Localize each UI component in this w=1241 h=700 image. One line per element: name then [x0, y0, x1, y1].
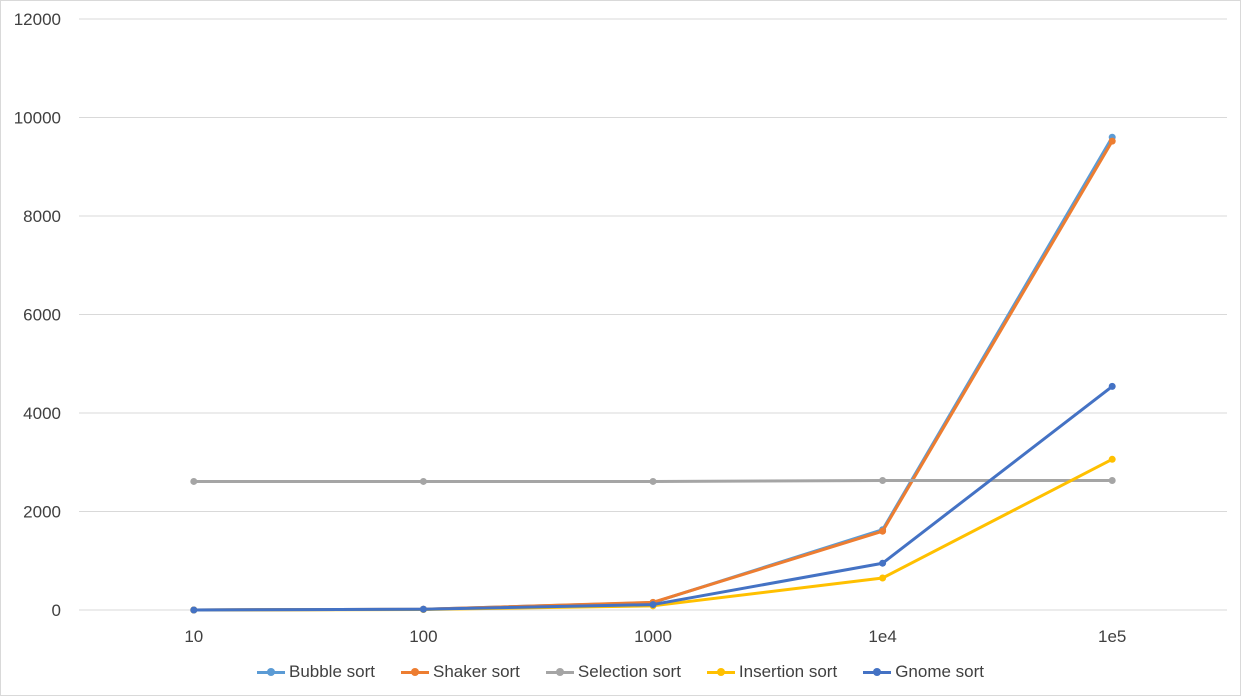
series-line — [192, 384, 1114, 612]
legend-label: Selection sort — [577, 662, 681, 681]
legend-label: Shaker sort — [432, 662, 520, 681]
legend-item: Bubble sort — [256, 662, 375, 682]
x-tick-label: 100 — [409, 627, 437, 646]
data-point — [879, 527, 887, 535]
data-point — [649, 601, 657, 609]
legend-swatch — [400, 667, 429, 676]
data-point — [190, 477, 198, 485]
x-tick-label: 1e4 — [868, 627, 896, 646]
y-tick-label: 2000 — [23, 503, 61, 522]
legend-label: Insertion sort — [738, 662, 838, 681]
data-point — [1108, 137, 1116, 145]
x-tick-label: 1000 — [634, 627, 672, 646]
data-point — [879, 574, 887, 582]
y-tick-label: 0 — [52, 601, 61, 620]
y-tick-label: 6000 — [23, 306, 61, 325]
chart-legend: Bubble sort Shaker sort Selection sort Inse… — [0, 660, 1241, 684]
data-point — [190, 606, 198, 614]
legend-swatch — [706, 667, 735, 676]
data-point — [1108, 476, 1116, 484]
legend-label: Bubble sort — [288, 662, 375, 681]
data-point — [1108, 382, 1116, 390]
legend-swatch — [256, 667, 285, 676]
x-tick-label: 1e5 — [1098, 627, 1126, 646]
y-tick-label: 8000 — [23, 207, 61, 226]
legend-item: Shaker sort — [400, 662, 520, 682]
y-tick-label: 10000 — [14, 109, 61, 128]
data-point — [879, 476, 887, 484]
y-tick-label: 4000 — [23, 404, 61, 423]
data-point — [419, 605, 427, 613]
y-tick-label: 12000 — [14, 10, 61, 29]
data-point — [419, 477, 427, 485]
legend-swatch — [545, 667, 574, 676]
x-tick-label: 10 — [184, 627, 203, 646]
series-line — [192, 139, 1114, 612]
legend-swatch — [863, 667, 892, 676]
data-point — [649, 477, 657, 485]
legend-item: Insertion sort — [706, 662, 838, 682]
legend-label: Gnome sort — [895, 662, 984, 681]
legend-item: Gnome sort — [863, 662, 984, 682]
data-point — [1108, 455, 1116, 463]
legend-item: Selection sort — [545, 662, 681, 682]
data-point — [879, 559, 887, 567]
